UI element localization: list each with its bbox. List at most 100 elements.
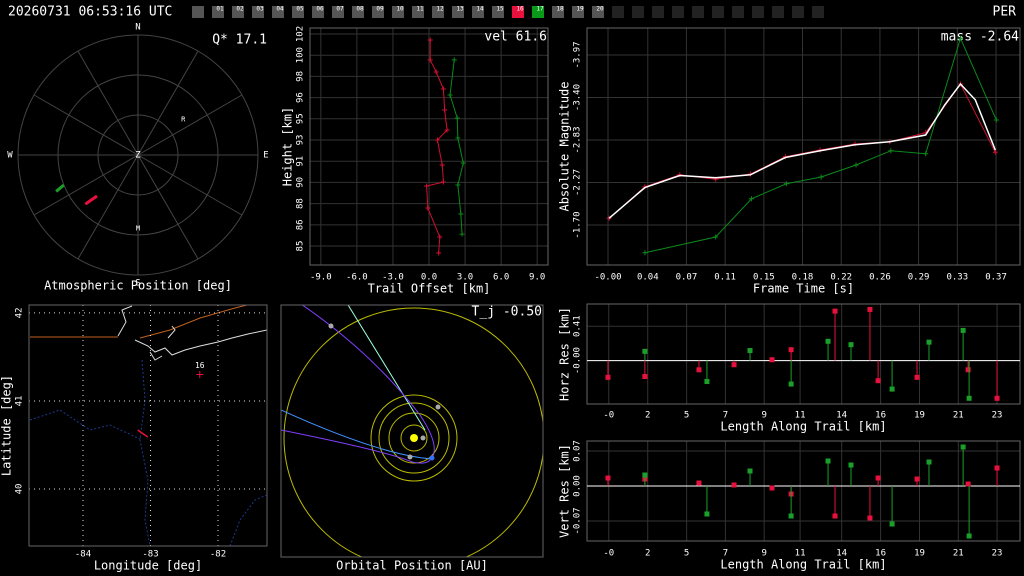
y-tick-label: 0.41 [573,315,583,337]
point [436,250,442,256]
stem-point [642,472,648,478]
frame-label: 05 [296,6,304,13]
planet [420,435,426,441]
frame-box [612,6,624,18]
y-tick-label: -0.00 [573,347,583,374]
frame-box [352,6,364,18]
x-tick-label: -3.0 [382,273,404,283]
frame-label: 09 [376,6,384,13]
x-tick-label: 7 [723,549,728,559]
point [455,135,461,141]
stem-point [731,482,737,488]
x-axis-label: Length Along Trail [km] [720,420,886,434]
stem-point [704,511,710,517]
zenith-label: Z [135,151,141,161]
x-tick-label: 16 [875,411,886,421]
direction-label: N [135,23,140,33]
x-axis-label: Trail Offset [km] [368,282,491,296]
frame-box [552,6,564,18]
point [439,162,445,168]
frame-label: 11 [416,6,424,13]
stem-point [825,458,831,464]
point [458,211,464,217]
frame-label: 19 [576,6,584,13]
point [853,162,859,168]
x-tick-label: 0.11 [714,273,736,283]
frame-box [192,6,204,18]
frame-box [532,6,544,18]
az-spoke [77,50,139,156]
point [818,174,824,180]
x-tick-label: 0.18 [792,273,814,283]
x-tick-label: 2 [645,549,650,559]
orbit-plot [281,305,543,557]
orbit-frame [280,304,544,558]
timestamp: 20260731 06:53:16 UTC [8,5,172,20]
frame-box [412,6,424,18]
border [139,305,250,339]
frame-box [312,6,324,18]
stem-point [769,485,775,491]
stem-point [642,348,648,354]
point [437,234,443,240]
direction-label: S [135,279,140,289]
boundary [29,409,143,441]
frame-label: 20 [596,6,604,13]
station: PER [993,5,1017,20]
point [459,231,465,237]
point [447,92,453,98]
stem-point [966,395,972,401]
x-tick-label: 7 [723,411,728,421]
x-tick-label: -84 [75,550,91,560]
x-tick-label: 9 [761,549,766,559]
y-tick-label: 86 [296,219,306,230]
frame-label: 07 [336,6,344,13]
frame-box [212,6,224,18]
point [749,196,755,202]
plot-frame [586,440,1021,542]
x-tick-label: 0.33 [946,273,968,283]
series-line [449,59,464,235]
y-tick-label: 100 [296,47,306,63]
coastline [117,305,267,361]
x-tick-label: 0.15 [753,273,775,283]
az-spoke [137,154,243,216]
y-tick-label: 102 [296,26,306,42]
stem-point [788,381,794,387]
y-tick-label: -0.07 [573,507,583,534]
frame-box [292,6,304,18]
frame-box [472,6,484,18]
y-tick-label: 85 [296,241,306,252]
y-tick-label: 0.07 [573,440,583,462]
frame-label: 10 [396,6,404,13]
stem-point [965,367,971,373]
y-tick-label: -2.27 [573,169,583,196]
plot-frame [586,27,1021,266]
frame-box [812,6,824,18]
x-tick-label: 9 [761,411,766,421]
az-spoke [33,94,139,156]
orbit [347,305,426,431]
x-tick-label: 11 [795,411,806,421]
frame-label: 13 [456,6,464,13]
stem-point [875,378,881,384]
stem-point [747,348,753,354]
point [642,250,648,256]
x-tick-label: 19 [914,411,925,421]
az-spoke [33,154,139,216]
orbit-ring [283,307,543,557]
point [713,234,719,240]
x-tick-label: -6.0 [346,273,368,283]
point [455,182,461,188]
stem-point [914,476,920,482]
frame-box [632,6,644,18]
stem-point [788,513,794,519]
x-tick-label: 9.0 [529,273,545,283]
y-axis-label: Vert Res [km] [558,444,572,538]
plot-frame [309,27,549,266]
x-tick-label: 21 [953,549,964,559]
x-tick-label: -82 [210,550,226,560]
x-tick-label: 0.07 [676,273,698,283]
frame-label: 18 [556,6,564,13]
earth [429,455,435,461]
